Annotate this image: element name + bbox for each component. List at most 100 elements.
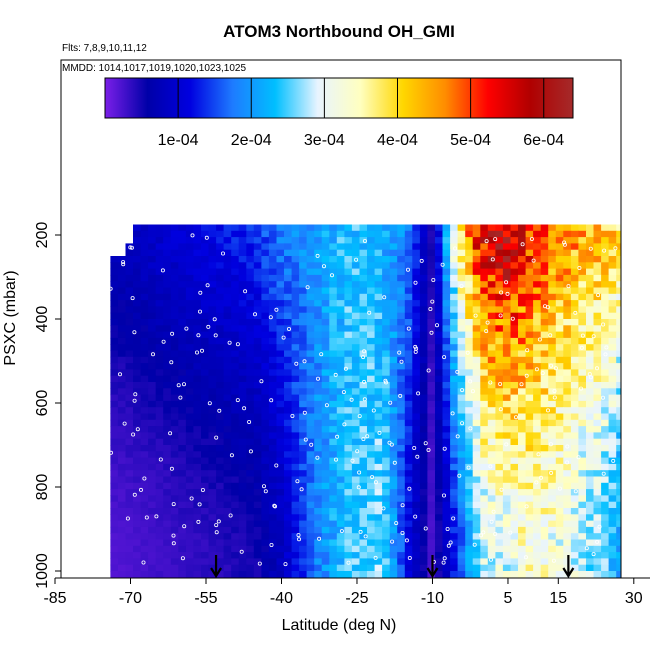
heatmap-cell — [480, 293, 489, 301]
heatmap-cell — [351, 400, 360, 408]
heatmap-cell — [404, 337, 413, 345]
heatmap-cell — [510, 375, 519, 383]
heatmap-cell — [185, 457, 194, 465]
heatmap-cell — [133, 501, 142, 509]
heatmap-cell — [359, 256, 368, 263]
heatmap-cell — [570, 520, 579, 528]
heatmap-cell — [646, 344, 650, 351]
heatmap-cell — [238, 508, 247, 515]
heatmap-cell — [616, 281, 621, 289]
heatmap-cell — [261, 520, 270, 528]
heatmap-cell — [442, 363, 451, 370]
heatmap-cell — [601, 356, 610, 364]
heatmap-cell — [125, 445, 134, 452]
heatmap-cell — [284, 293, 293, 301]
heatmap-cell — [306, 363, 315, 370]
heatmap-cell — [208, 230, 217, 238]
heatmap-cell — [487, 501, 496, 509]
heatmap-cell — [412, 337, 421, 345]
heatmap-cell — [450, 319, 459, 326]
heatmap-cell — [639, 502, 647, 509]
heatmap-cell — [555, 413, 564, 421]
heatmap-cell — [639, 514, 647, 521]
heatmap-cell — [419, 470, 428, 478]
heatmap-cell — [374, 394, 383, 402]
heatmap-cell — [268, 293, 277, 301]
heatmap-cell — [170, 337, 179, 345]
heatmap-cell — [465, 388, 474, 396]
heatmap-cell — [359, 287, 368, 295]
heatmap-cell — [502, 407, 511, 415]
heatmap-cell — [208, 476, 217, 484]
heatmap-cell — [231, 495, 240, 503]
heatmap-cell — [117, 432, 126, 440]
heatmap-cell — [631, 369, 639, 376]
heatmap-cell — [336, 382, 345, 389]
heatmap-cell — [110, 300, 119, 307]
heatmap-cell — [185, 375, 194, 383]
heatmap-cell — [495, 300, 504, 307]
heatmap-cell — [185, 243, 194, 251]
heatmap-cell — [578, 508, 587, 515]
heatmap-cell — [601, 312, 610, 320]
heatmap-cell — [178, 495, 187, 503]
heatmap-cell — [435, 300, 444, 307]
heatmap-cell — [291, 237, 300, 244]
heatmap-cell — [487, 319, 496, 326]
heatmap-cell — [306, 432, 315, 440]
heatmap-cell — [555, 243, 564, 251]
heatmap-cell — [178, 382, 187, 389]
heatmap-cell — [540, 243, 549, 251]
heatmap-cell — [525, 438, 534, 446]
heatmap-cell — [435, 369, 444, 377]
heatmap-cell — [555, 319, 564, 326]
heatmap-cell — [525, 306, 534, 314]
heatmap-cell — [525, 489, 534, 496]
heatmap-cell — [246, 243, 255, 251]
heatmap-cell — [563, 243, 572, 251]
heatmap-cell — [208, 445, 217, 452]
heatmap-cell — [639, 527, 647, 534]
heatmap-cell — [291, 419, 300, 427]
heatmap-cell — [193, 331, 202, 339]
heatmap-cell — [231, 325, 240, 333]
heatmap-cell — [639, 483, 647, 490]
heatmap-cell — [359, 319, 368, 326]
heatmap-cell — [299, 489, 308, 496]
heatmap-cell — [351, 463, 360, 471]
heatmap-cell — [578, 457, 587, 465]
heatmap-cell — [231, 375, 240, 383]
heatmap-cell — [502, 382, 511, 389]
heatmap-cell — [442, 237, 451, 244]
heatmap-cell — [336, 426, 345, 433]
heatmap-cell — [117, 274, 126, 282]
heatmap-cell — [284, 274, 293, 282]
heatmap-cell — [185, 344, 194, 352]
heatmap-cell — [435, 413, 444, 421]
heatmap-cell — [397, 419, 406, 427]
heatmap-cell — [435, 382, 444, 389]
heatmap-cell — [404, 306, 413, 314]
heatmap-cell — [261, 300, 270, 307]
heatmap-cell — [110, 356, 119, 364]
heatmap-cell — [616, 331, 621, 339]
heatmap-cell — [223, 224, 232, 232]
heatmap-cell — [238, 268, 247, 276]
heatmap-cell — [510, 312, 519, 320]
heatmap-cell — [223, 249, 232, 257]
heatmap-cell — [646, 288, 650, 295]
heatmap-cell — [510, 501, 519, 509]
heatmap-cell — [351, 514, 360, 522]
heatmap-cell — [412, 501, 421, 509]
heatmap-cell — [382, 369, 391, 377]
heatmap-cell — [246, 388, 255, 396]
heatmap-cell — [533, 350, 542, 358]
heatmap-cell — [442, 300, 451, 307]
heatmap-cell — [502, 457, 511, 465]
heatmap-cell — [276, 281, 285, 289]
heatmap-cell — [155, 438, 164, 446]
heatmap-cell — [382, 319, 391, 326]
heatmap-cell — [268, 526, 277, 534]
heatmap-cell — [487, 476, 496, 484]
heatmap-cell — [110, 407, 119, 415]
